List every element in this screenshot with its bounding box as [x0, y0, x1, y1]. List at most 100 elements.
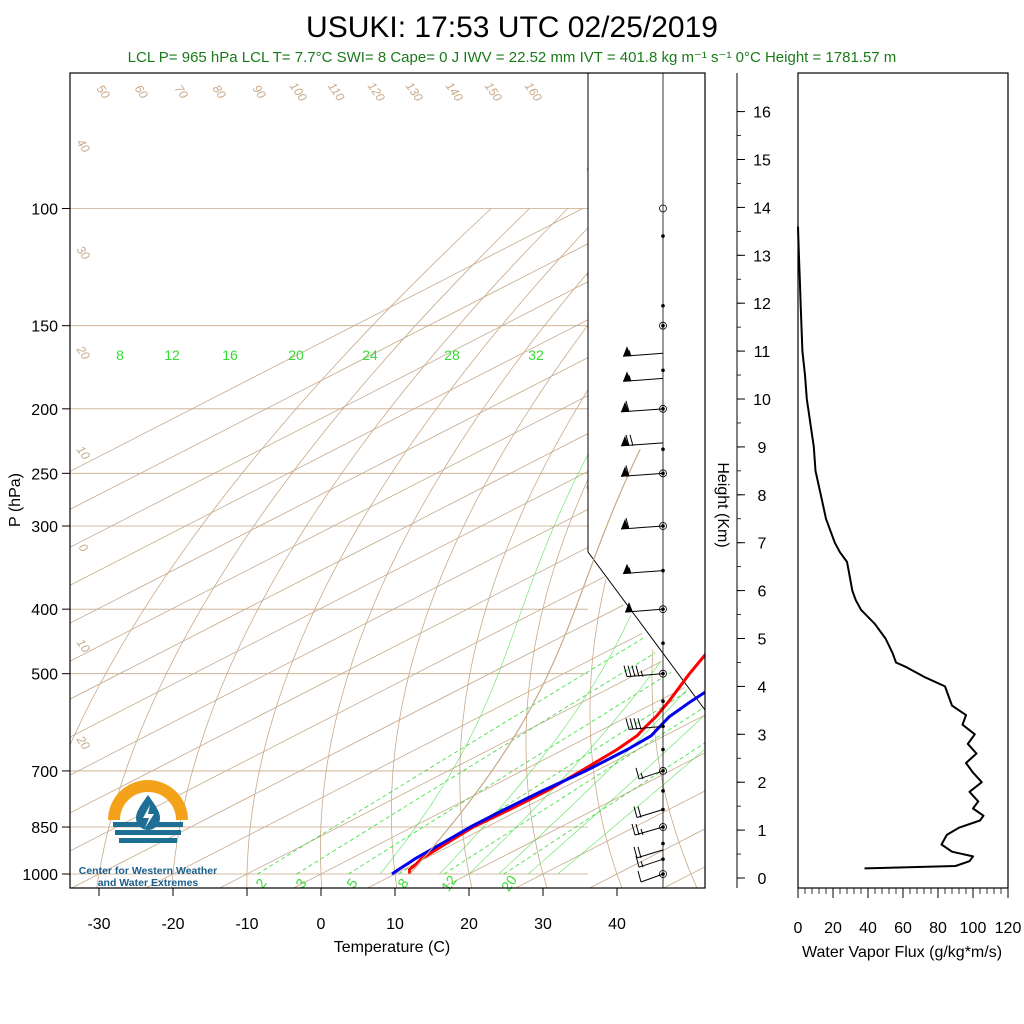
- wind-barb-flag: [637, 718, 642, 730]
- x-tick-label: 20: [460, 916, 478, 933]
- height-tick-label: 4: [758, 679, 767, 696]
- wind-barb-flag: [625, 465, 630, 477]
- y-tick-label: 500: [31, 667, 58, 684]
- isotherm-label: 30: [74, 243, 93, 262]
- logo-line-2: and Water Extremes: [97, 877, 199, 889]
- adiabat-label: 160: [522, 79, 545, 104]
- adiabat-label: 110: [325, 80, 348, 104]
- dry-adiabat-line: [882, 209, 997, 889]
- wind-barb-shaft: [636, 849, 664, 859]
- moist-adiabat-line: [379, 436, 598, 875]
- isotherm-label: 40: [74, 136, 93, 155]
- mixing-ratio-label: 20: [288, 347, 304, 363]
- x-tick-label: 40: [608, 916, 626, 933]
- y-tick-label: 300: [31, 519, 58, 536]
- wind-barb-pennant: [623, 563, 631, 574]
- y-axis-label: P (hPa): [7, 473, 24, 527]
- isotherm-line: [70, 208, 657, 510]
- flux-x-tick-label: 80: [929, 920, 947, 937]
- height-axis-label: Height (Km): [714, 462, 731, 547]
- flux-x-tick-label: 60: [894, 920, 912, 937]
- adiabat-label: 80: [210, 82, 229, 101]
- mixing-ratio-label: 24: [362, 347, 378, 363]
- moist-adiabat-line: [557, 748, 705, 875]
- level-dot: [661, 234, 665, 238]
- wind-barb-pennant: [623, 371, 631, 382]
- level-circle: [659, 767, 667, 775]
- mixing-ratio-line: [503, 742, 705, 875]
- x-tick-label: 10: [386, 916, 404, 933]
- mixing-ratio-line: [296, 621, 705, 875]
- adiabat-label: 150: [482, 79, 505, 104]
- x-tick-label: 30: [534, 916, 552, 933]
- level-circle: [659, 204, 667, 213]
- mixing-ratio-line: [257, 608, 692, 875]
- y-tick-label: 100: [31, 202, 58, 219]
- dewpoint-profile-line: [391, 690, 705, 876]
- x-tick-label: -10: [235, 916, 258, 933]
- mixing-ratio-bottom-label: 12: [438, 872, 460, 894]
- wind-barb-flag: [635, 767, 640, 780]
- wind-barb-half-flag: [640, 828, 644, 836]
- wind-barb-flag: [631, 665, 636, 677]
- isotherm-line: [70, 259, 705, 586]
- height-tick-label: 10: [753, 392, 771, 409]
- level-dot: [661, 699, 665, 704]
- wind-barb-half-flag: [628, 567, 632, 574]
- dry-adiabat-line: [459, 227, 705, 888]
- isotherm-label: 10: [74, 636, 93, 655]
- wind-barb-flag: [637, 846, 642, 859]
- height-tick-label: 14: [753, 200, 771, 217]
- dry-adiabat-line: [246, 208, 607, 888]
- dry-adiabat-line: [171, 208, 568, 888]
- wind-barb-pennant: [621, 435, 629, 446]
- sounding-profiles: [391, 448, 705, 876]
- height-tick-label: 16: [753, 105, 771, 122]
- lightning-icon: [143, 805, 154, 828]
- wind-barb-pennant: [621, 466, 629, 477]
- adiabat-label: 120: [365, 79, 388, 104]
- y-tick-label: 400: [31, 602, 58, 619]
- moist-adiabat-line: [468, 590, 705, 875]
- dry-adiabat-line: [771, 209, 913, 889]
- level-dot: [661, 368, 665, 373]
- flux-x-axis-label: Water Vapor Flux (g/kg*m/s): [802, 944, 1002, 961]
- wind-barb-half-flag: [640, 670, 644, 677]
- wind-barb-pennant: [625, 602, 633, 613]
- level-dot: [661, 303, 665, 308]
- adiabat-label: 50: [94, 82, 113, 101]
- adiabat-label: 100: [287, 79, 310, 104]
- wind-barb-half-flag: [640, 861, 644, 868]
- height-tick-label: 6: [758, 584, 767, 601]
- wind-barb-flag: [635, 823, 640, 836]
- wind-barb-flag: [625, 517, 630, 530]
- wind-barb-flag: [637, 806, 642, 818]
- flux-x-tick-label: 20: [824, 920, 842, 937]
- height-tick-label: 13: [753, 248, 771, 265]
- dry-adiabat-line: [936, 209, 1024, 889]
- height-tick-label: 8: [758, 488, 767, 505]
- parcel-path-line: [409, 448, 641, 875]
- height-tick-label: 0: [758, 871, 767, 888]
- logo-wave-3: [119, 838, 177, 843]
- adiabat-label: 90: [250, 82, 269, 101]
- flux-profile: [797, 226, 985, 870]
- isotherm-line: [70, 373, 705, 700]
- flux-x-tick-label: 100: [960, 920, 987, 937]
- isotherm-line: [71, 562, 705, 888]
- wind-barb-flag: [629, 718, 634, 730]
- level-dot: [661, 841, 665, 846]
- y-tick-label: 700: [31, 764, 58, 781]
- wind-barb-pennant: [621, 401, 629, 412]
- isotherm-line: [70, 221, 705, 548]
- sounding-stats: LCL P= 965 hPa LCL T= 7.7°C SWI= 8 Cape=…: [128, 49, 897, 66]
- wind-barb-shaft: [634, 826, 664, 836]
- mixing-ratio-label: 16: [222, 347, 238, 363]
- height-tick-label: 9: [758, 440, 767, 457]
- dry-adiabat-line: [319, 208, 645, 888]
- level-circle: [659, 321, 667, 330]
